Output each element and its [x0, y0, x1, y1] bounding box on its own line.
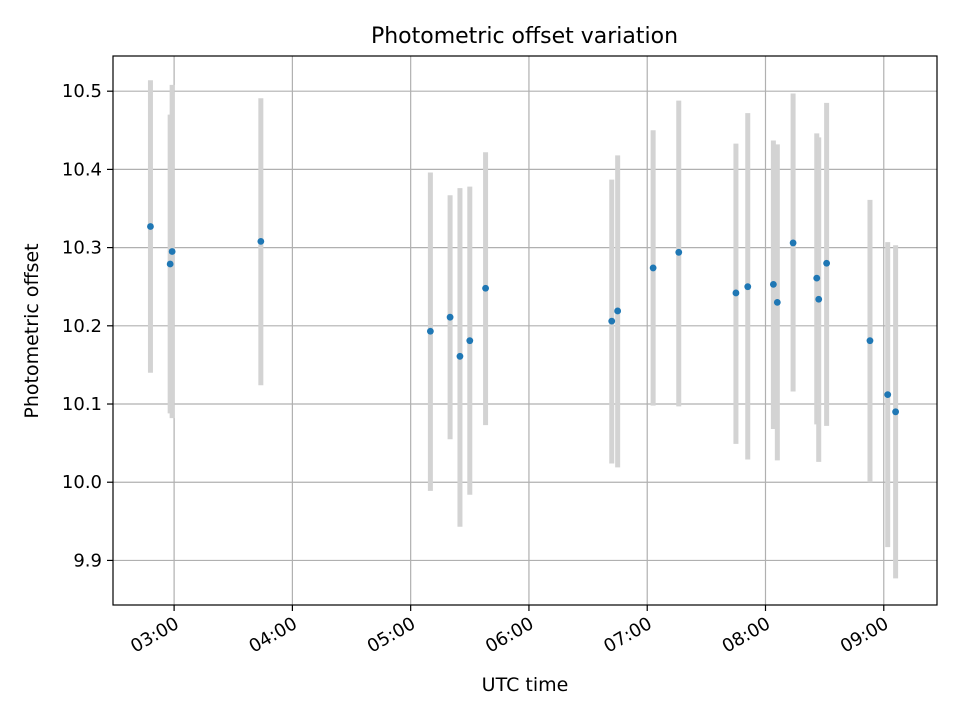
- data-point: [649, 264, 657, 272]
- data-point: [773, 298, 781, 306]
- plot-frame: [112, 55, 938, 606]
- y-tick-label: 9.9: [73, 550, 102, 571]
- data-point: [732, 289, 740, 297]
- y-tick-label: 10.3: [62, 238, 102, 259]
- data-point: [147, 223, 154, 230]
- data-point: [884, 391, 892, 399]
- chart-title: Photometric offset variation: [371, 24, 678, 49]
- data-points: [147, 223, 900, 416]
- y-tick-label: 10.1: [62, 394, 102, 415]
- data-point: [744, 283, 752, 291]
- data-point: [446, 313, 454, 321]
- data-point: [815, 295, 823, 303]
- x-axis-label: UTC time: [482, 674, 569, 696]
- y-tick-label: 10.0: [62, 472, 102, 493]
- data-point: [769, 280, 777, 288]
- y-axis-label: Photometric offset: [21, 243, 43, 418]
- data-point: [426, 327, 434, 335]
- y-tick-label: 10.5: [62, 81, 102, 102]
- data-point: [892, 408, 900, 416]
- grid: [113, 56, 937, 605]
- y-tick-label: 10.4: [62, 159, 102, 180]
- data-point: [168, 248, 176, 255]
- data-point: [482, 284, 489, 292]
- data-point: [166, 260, 174, 268]
- data-point: [257, 237, 265, 245]
- data-point: [813, 274, 821, 282]
- data-point: [608, 317, 616, 325]
- data-point: [675, 248, 683, 256]
- y-axis-ticks: 9.9 10.0 10.1 10.2 10.3 10.4 10.5: [62, 81, 113, 571]
- data-point: [789, 239, 797, 247]
- data-point: [466, 337, 474, 345]
- data-point: [456, 352, 464, 360]
- data-point: [823, 259, 831, 267]
- data-point: [866, 337, 874, 345]
- data-point: [614, 307, 622, 315]
- y-tick-label: 10.2: [62, 316, 102, 337]
